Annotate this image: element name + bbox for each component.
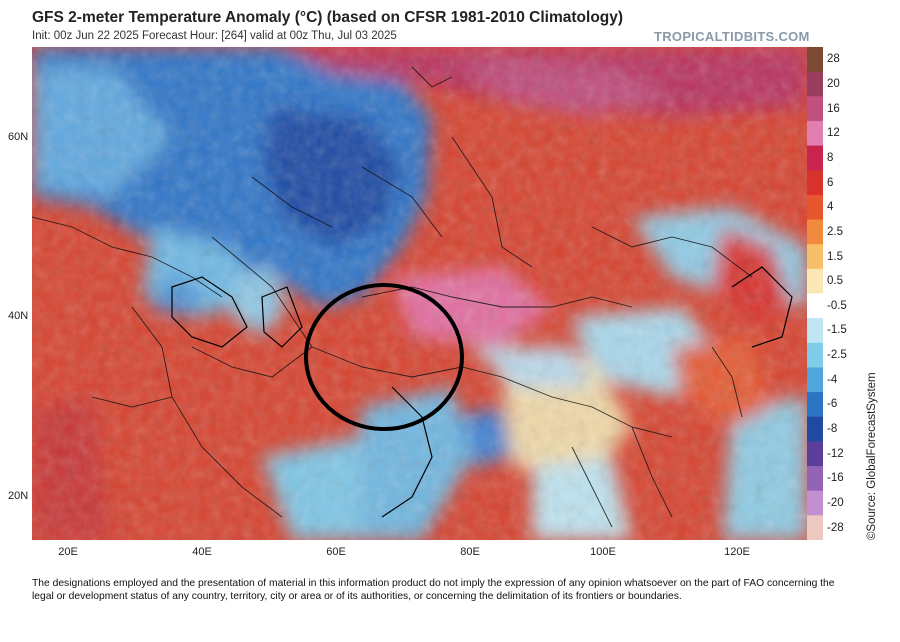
colorbar-label: -0.5 <box>827 299 847 312</box>
lon-label-80e: 80E <box>460 546 480 558</box>
source-credit: ©Source: GlobalForecastSystem <box>866 372 878 540</box>
colorbar-label: -1.5 <box>827 324 847 337</box>
lon-label-120e: 120E <box>724 546 750 558</box>
lat-label-40n: 40N <box>8 310 29 322</box>
colorbar-label: -4 <box>827 373 838 386</box>
colorbar-swatch <box>807 47 823 73</box>
colorbar-swatch <box>807 120 823 147</box>
colorbar-swatch <box>807 392 823 418</box>
colorbar-swatch <box>807 515 823 541</box>
colorbar-label: -16 <box>827 472 844 485</box>
colorbar-swatch <box>807 71 823 97</box>
colorbar-swatch <box>807 96 823 122</box>
fao-disclaimer: The designations employed and the presen… <box>32 578 835 602</box>
colorbar-swatch <box>807 268 823 294</box>
colorbar-swatch <box>807 244 823 270</box>
colorbar-swatch <box>807 466 823 492</box>
colorbar-label: 1.5 <box>827 250 843 263</box>
colorbar-label: 28 <box>827 53 840 66</box>
colorbar-swatch <box>807 318 823 344</box>
lon-label-20e: 20E <box>58 546 78 558</box>
lon-label-100e: 100E <box>590 546 616 558</box>
colorbar-label: 6 <box>827 176 834 189</box>
colorbar-label: -2.5 <box>827 349 847 362</box>
colorbar-swatch <box>807 441 823 467</box>
colorbar-label: 12 <box>827 127 840 140</box>
lon-label-60e: 60E <box>326 546 346 558</box>
colorbar-label: 4 <box>827 201 834 214</box>
colorbar-swatch <box>807 194 823 221</box>
colorbar-label: 8 <box>827 151 834 164</box>
colorbar-swatch <box>807 490 823 516</box>
forecast-subtitle: Init: 00z Jun 22 2025 Forecast Hour: [26… <box>32 30 397 42</box>
colorbar-swatch <box>807 145 823 171</box>
colorbar <box>807 47 823 541</box>
colorbar-swatch <box>807 342 823 368</box>
lat-label-60n: 60N <box>8 131 29 143</box>
chart-title: GFS 2-meter Temperature Anomaly (°C) (ba… <box>32 9 624 26</box>
highlight-circle <box>304 283 464 431</box>
brand-watermark: TROPICALTIDBITS.COM <box>654 29 810 44</box>
colorbar-swatch <box>807 170 823 196</box>
lat-label-20n: 20N <box>8 490 29 502</box>
colorbar-label: 20 <box>827 77 840 90</box>
colorbar-swatch <box>807 367 823 393</box>
colorbar-label: 0.5 <box>827 275 843 288</box>
temperature-anomaly-map <box>32 47 807 540</box>
colorbar-swatch <box>807 293 823 319</box>
colorbar-label: -12 <box>827 447 844 460</box>
colorbar-swatch <box>807 416 823 442</box>
colorbar-label: -20 <box>827 497 844 510</box>
colorbar-label: -6 <box>827 398 838 411</box>
colorbar-label: 2.5 <box>827 225 843 238</box>
lon-label-40e: 40E <box>192 546 212 558</box>
colorbar-label: 16 <box>827 102 840 115</box>
colorbar-label: -28 <box>827 521 844 534</box>
colorbar-swatch <box>807 219 823 245</box>
colorbar-label: -8 <box>827 423 838 436</box>
